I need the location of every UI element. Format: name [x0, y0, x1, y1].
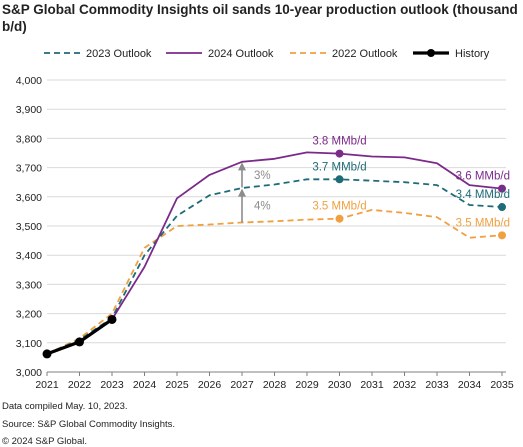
value-label-2035: 3.4 MMb/d: [456, 189, 510, 201]
x-tick-label: 2035: [490, 379, 514, 391]
growth-arrow-label: 3%: [254, 170, 271, 182]
series-marker-2022-outlook-2035: [498, 231, 506, 240]
x-tick-label: 2021: [35, 379, 59, 391]
growth-arrow-label: 4%: [254, 201, 271, 213]
series-line-2024-outlook: [46, 151, 503, 355]
value-label-2035: 3.6 MMb/d: [456, 171, 510, 183]
y-tick-label: 3,500: [16, 221, 42, 233]
footnote-data-compiled: Data compiled May. 10, 2023.: [2, 401, 128, 412]
x-tick-label: 2031: [360, 379, 384, 391]
series-marker-history-2022: [75, 337, 84, 347]
legend-label-2022-outlook: 2022 Outlook: [332, 48, 398, 60]
y-tick-label: 3,000: [16, 367, 42, 379]
x-tick-label: 2033: [425, 379, 449, 391]
y-tick-label: 3,700: [16, 163, 42, 175]
growth-arrow-head: [238, 188, 246, 197]
series-line-2023-outlook: [46, 178, 503, 355]
series-marker-2024-outlook-2035: [498, 184, 506, 193]
series-marker-2023-outlook-2035: [498, 203, 506, 212]
series-marker-2022-outlook-2030: [335, 214, 344, 223]
x-tick-label: 2032: [393, 379, 417, 391]
value-label-2030: 3.7 MMb/d: [312, 161, 366, 173]
x-tick-label: 2028: [263, 379, 287, 391]
series-line-history: [46, 318, 113, 356]
legend-marker-history: [427, 49, 435, 57]
series-marker-history-2023: [107, 314, 117, 324]
footnote-copyright: © 2024 S&P Global.: [2, 436, 87, 447]
y-tick-label: 3,100: [16, 338, 42, 350]
value-label-2030: 3.5 MMb/d: [312, 201, 366, 213]
y-tick-label: 3,200: [16, 309, 42, 321]
series-line-2022-outlook: [46, 208, 503, 355]
plot-area: [42, 149, 506, 359]
legend: 2023 Outlook 2024 Outlook 2022 Outlook Hist…: [44, 48, 490, 60]
x-tick-label: 2029: [295, 379, 319, 391]
x-tick-label: 2023: [100, 379, 124, 391]
growth-arrow-head: [238, 162, 246, 171]
legend-label-2023-outlook: 2023 Outlook: [86, 48, 152, 60]
x-tick-label: 2027: [230, 379, 254, 391]
x-tick-label: 2030: [328, 379, 352, 391]
y-tick-label: 3,600: [16, 192, 42, 204]
legend-label-2024-outlook: 2024 Outlook: [208, 48, 274, 60]
value-label-2035: 3.5 MMb/d: [456, 217, 510, 229]
x-tick-label: 2024: [133, 379, 157, 391]
annotations: 3% 4% 3.8 MMb/d 3.7 MMb/d 3.5 MMb/d 3.6 MMb/d…: [238, 136, 510, 229]
y-tick-label: 3,400: [16, 250, 42, 262]
x-tick-label: 2025: [165, 379, 189, 391]
x-tick-label: 2034: [458, 379, 482, 391]
chart-title-line-2: b/d): [2, 19, 27, 34]
legend-label-history: History: [455, 48, 490, 60]
x-tick-label: 2026: [198, 379, 222, 391]
y-tick-label: 3,800: [16, 133, 42, 145]
y-tick-label: 3,300: [16, 279, 42, 291]
series-marker-2024-outlook-2030: [335, 149, 344, 158]
series-marker-2023-outlook-2030: [335, 175, 344, 184]
value-label-2030: 3.8 MMb/d: [312, 136, 366, 148]
x-tick-label: 2022: [68, 379, 92, 391]
y-gridlines: [47, 79, 506, 344]
footnote-source: Source: S&P Global Commodity Insights.: [2, 419, 176, 430]
chart-title-line-1: S&P Global Commodity Insights oil sands …: [2, 2, 518, 17]
axes: 3,000 3,100 3,200 3,300 3,400 3,500 3,600 3,700…: [16, 75, 514, 391]
series-marker-history-2021: [42, 349, 52, 359]
y-tick-label: 3,900: [16, 104, 42, 116]
y-tick-label: 4,000: [16, 75, 42, 87]
